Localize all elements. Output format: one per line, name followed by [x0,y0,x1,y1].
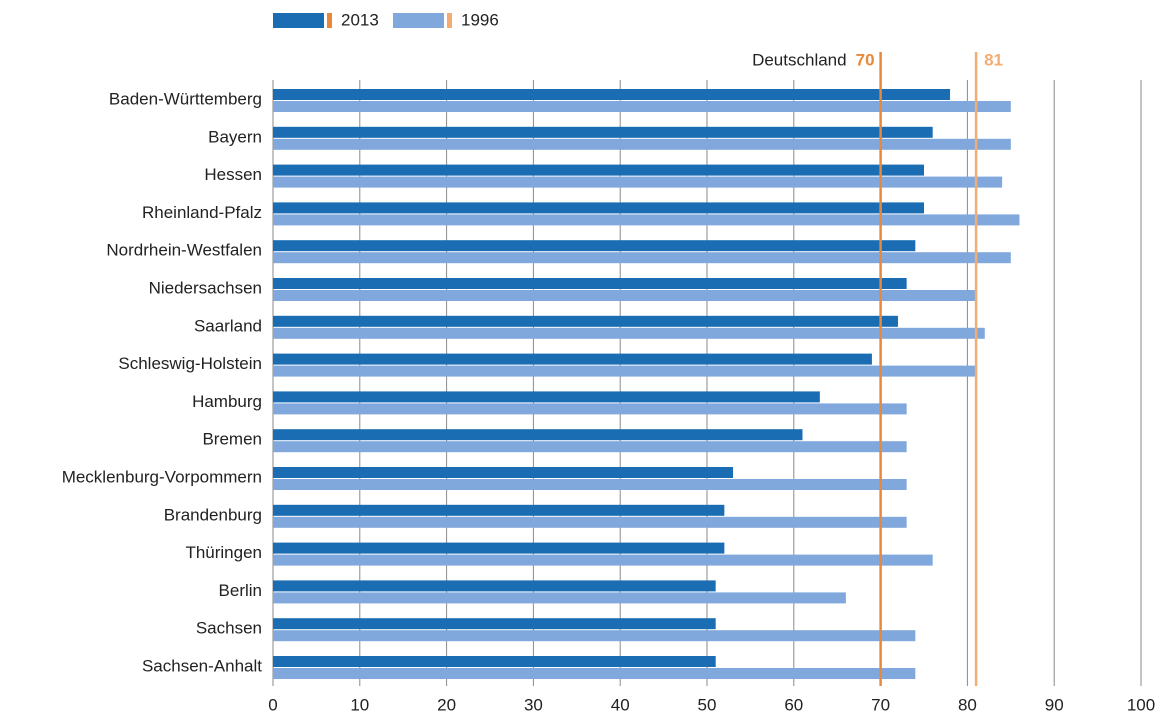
bar [273,429,803,441]
reference-value: 81 [984,50,1003,69]
category-label: Mecklenburg-Vorpommern [62,467,262,486]
category-label: Hamburg [192,392,262,411]
category-label: Nordrhein-Westfalen [106,241,262,260]
category-label: Brandenburg [164,505,262,524]
category-label: Rheinland-Pfalz [142,203,262,222]
x-tick-label: 50 [698,695,717,714]
bar [273,542,725,554]
category-label: Bayern [208,127,262,146]
reference-label: Deutschland [752,50,847,69]
bar [273,668,916,679]
bar [273,327,985,339]
bar [273,441,907,453]
bar [273,240,916,252]
legend-label: 2013 [341,10,379,29]
bar [273,630,916,642]
bar [273,580,716,592]
bar [273,656,716,667]
legend-label: 1996 [461,10,499,29]
bar [273,618,716,630]
x-tick-label: 70 [871,695,890,714]
category-label: Niedersachsen [149,278,262,297]
x-tick-label: 80 [958,695,977,714]
bar [273,290,977,301]
category-label: Bremen [202,430,262,449]
bar [273,202,924,214]
x-tick-label: 40 [611,695,630,714]
bar [273,315,898,327]
bar [273,214,1020,226]
legend-swatch [273,13,324,28]
category-label: Saarland [194,316,262,335]
category-label: Sachsen-Anhalt [142,656,262,675]
bar [273,89,951,100]
bar [273,504,725,516]
bar [273,365,977,377]
bar [273,176,1003,188]
x-tick-label: 30 [524,695,543,714]
bar [273,516,907,528]
category-label: Berlin [219,581,262,600]
category-label: Sachsen [196,619,262,638]
legend-swatch-ref [447,13,452,28]
x-tick-label: 60 [784,695,803,714]
bar [273,126,933,138]
bar [273,479,907,490]
category-label: Thüringen [185,543,262,562]
x-tick-label: 20 [437,695,456,714]
bar [273,278,907,289]
category-label: Schleswig-Holstein [118,354,262,373]
x-tick-label: 10 [350,695,369,714]
bar [273,353,872,365]
bar [273,467,734,478]
bar [273,592,846,604]
category-label: Baden-Württemberg [109,89,262,108]
bar [273,403,907,415]
x-tick-label: 90 [1045,695,1064,714]
bar [273,138,1011,150]
reference-value: 70 [856,50,875,69]
bar [273,252,1011,264]
bar [273,554,933,566]
legend-swatch-ref [327,13,332,28]
bar [273,391,820,403]
bar [273,101,1011,112]
x-tick-label: 100 [1127,695,1155,714]
x-tick-label: 0 [268,695,277,714]
bar [273,164,924,176]
category-label: Hessen [204,165,262,184]
legend-swatch [393,13,444,28]
